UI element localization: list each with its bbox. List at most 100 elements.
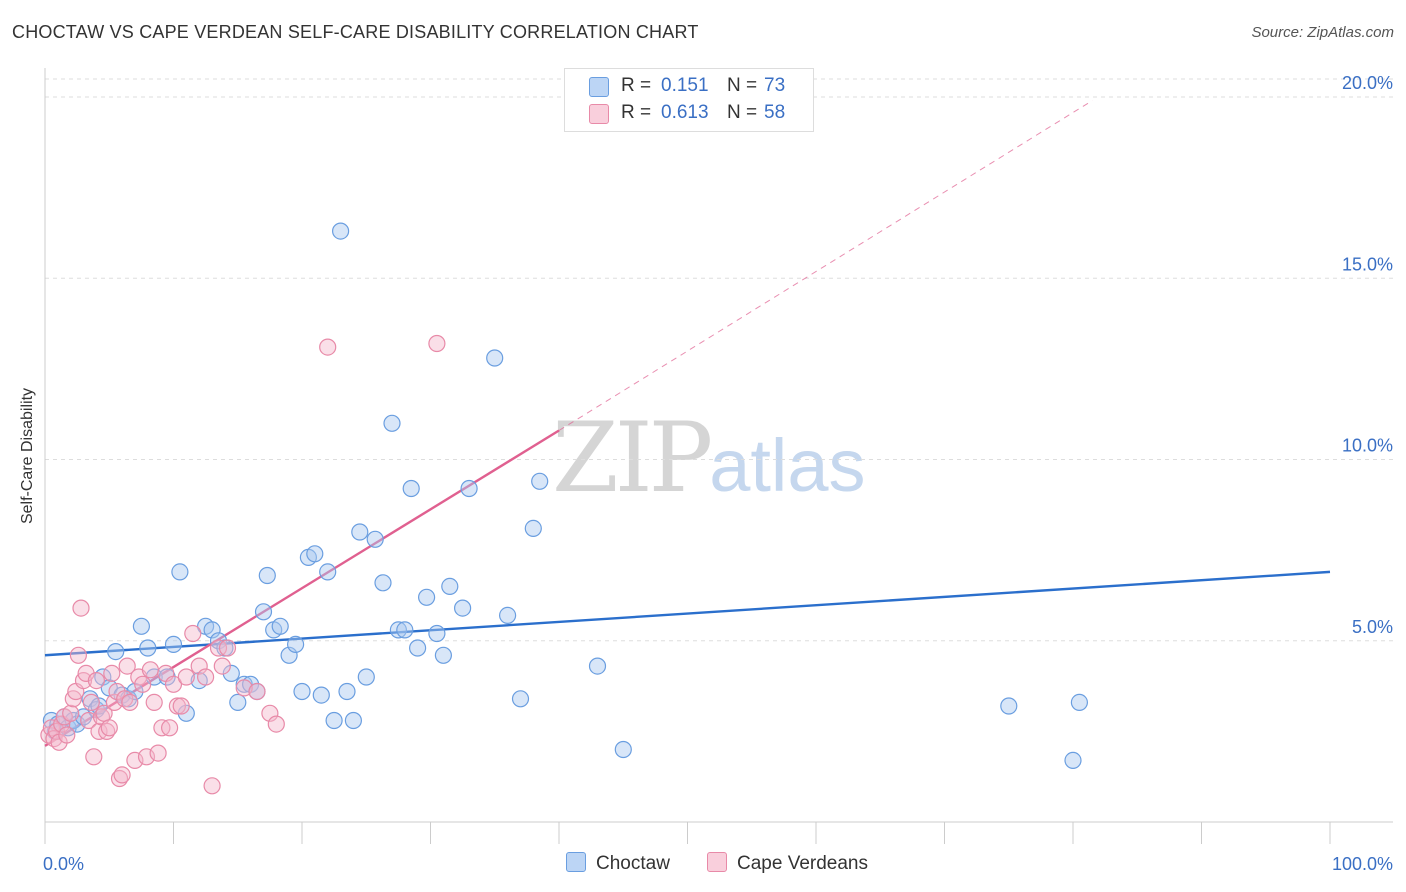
cape-verdean-point <box>184 624 202 643</box>
cape-verdean-point <box>197 668 215 686</box>
legend-r-value: 0.613 <box>661 102 709 123</box>
cape-verdean-point <box>235 679 253 697</box>
choctaw-point <box>209 632 228 650</box>
y-tick-label: 5.0% <box>1352 617 1393 637</box>
tick-labels: 5.0% 10.0% 15.0% 20.0% 0.0% 100.0% <box>43 73 1393 874</box>
bottom-legend-swatch-choctaw <box>566 852 586 872</box>
cape-verdean-point <box>428 334 446 353</box>
cape-verdean-point <box>145 693 163 712</box>
bottom-legend-label-choctaw: Choctaw <box>596 853 670 874</box>
legend-r-label: R = <box>621 102 652 123</box>
choctaw-point <box>524 519 542 538</box>
choctaw-point <box>293 682 311 701</box>
bottom-legend-label-cape-verdeans: Cape Verdeans <box>737 853 868 874</box>
bottom-legend-choctaw: Choctaw <box>566 852 670 875</box>
cape-verdean-point <box>168 697 186 715</box>
cape-verdean-point <box>121 693 139 712</box>
choctaw-point <box>319 563 337 581</box>
cape-verdean-point <box>177 668 195 686</box>
choctaw-point <box>454 599 472 617</box>
choctaw-point <box>418 588 436 606</box>
legend-swatch-cape-verdeans <box>589 104 609 124</box>
bottom-legend-cape-verdeans: Cape Verdeans <box>707 852 868 875</box>
cape-verdean-point <box>100 719 118 737</box>
choctaw-point <box>222 664 240 683</box>
choctaw-point <box>107 642 125 661</box>
choctaw-point <box>312 686 330 704</box>
choctaw-point <box>280 646 298 664</box>
cape-verdean-point <box>58 726 76 744</box>
cape-verdean-point <box>248 682 266 701</box>
cape-verdean-point <box>82 693 100 712</box>
cape-verdean-point <box>85 748 103 766</box>
y-tick-label: 10.0% <box>1342 436 1393 456</box>
choctaw-point <box>428 624 446 643</box>
choctaw-point <box>344 711 362 730</box>
legend-swatch-choctaw <box>589 77 609 97</box>
choctaw-point <box>383 414 401 432</box>
gridlines <box>45 78 1393 642</box>
cape-verdean-point <box>164 675 183 693</box>
data-points <box>40 222 1089 795</box>
cape-verdean-point <box>267 715 285 733</box>
cape-verdean-point <box>172 697 190 715</box>
stats-legend: R = 0.151 N = 73 R = 0.613 N = 58 <box>564 68 814 132</box>
choctaw-point <box>171 563 189 581</box>
cape-verdean-point <box>209 639 228 657</box>
choctaw-point <box>441 577 459 596</box>
choctaw-point <box>357 668 375 686</box>
cape-verdean-point <box>149 744 167 762</box>
choctaw-point <box>511 690 530 708</box>
cape-verdean-point <box>80 711 98 730</box>
choctaw-point <box>389 621 407 639</box>
legend-n-label: N = <box>727 75 758 96</box>
choctaw-point <box>614 740 632 759</box>
choctaw-point <box>588 657 607 675</box>
choctaw-point <box>332 222 350 240</box>
legend-r-label: R = <box>621 75 652 96</box>
cape-verdean-point <box>134 675 152 693</box>
cape-verdean-point <box>62 704 80 722</box>
choctaw-trend-line <box>44 570 1331 657</box>
choctaw-point <box>351 523 369 541</box>
cape-verdean-point <box>218 639 237 657</box>
x-tick-label: 0.0% <box>43 854 84 874</box>
choctaw-point <box>287 635 305 654</box>
cape-verdean-point <box>141 661 159 679</box>
choctaw-point <box>531 472 549 490</box>
choctaw-point <box>254 603 273 621</box>
chart-title: CHOCTAW VS CAPE VERDEAN SELF-CARE DISABI… <box>12 22 699 42</box>
choctaw-point <box>229 693 247 712</box>
cape-verdean-point <box>118 657 136 675</box>
legend-n-value: 73 <box>764 75 786 96</box>
choctaw-point <box>338 682 356 701</box>
cape-verdean-point <box>261 704 279 722</box>
choctaw-point <box>374 574 392 592</box>
x-tick-label: 100.0% <box>1332 854 1393 874</box>
choctaw-point <box>1070 693 1089 712</box>
choctaw-point <box>402 479 420 498</box>
cape-verdean-point <box>113 766 131 784</box>
trend-lines <box>44 100 1331 747</box>
choctaw-point <box>366 530 384 548</box>
choctaw-point <box>164 635 183 654</box>
axes <box>44 68 1393 844</box>
choctaw-point <box>203 621 221 639</box>
cape-verdean-point <box>190 657 208 675</box>
bottom-legend-swatch-cape-verdeans <box>707 852 727 872</box>
y-tick-label: 15.0% <box>1342 254 1393 274</box>
legend-r-value: 0.151 <box>661 75 709 96</box>
choctaw-point <box>132 617 150 635</box>
y-tick-label: 20.0% <box>1342 73 1393 93</box>
choctaw-point <box>1000 697 1018 715</box>
choctaw-point <box>306 545 324 563</box>
choctaw-point <box>396 621 414 639</box>
choctaw-point <box>499 606 517 625</box>
legend-n-value: 58 <box>764 102 786 123</box>
cape-verdean-trend-line <box>558 100 1093 431</box>
choctaw-point <box>139 639 157 657</box>
cape-verdean-point <box>103 664 121 683</box>
choctaw-point <box>409 639 427 657</box>
cape-verdean-point <box>69 646 88 664</box>
